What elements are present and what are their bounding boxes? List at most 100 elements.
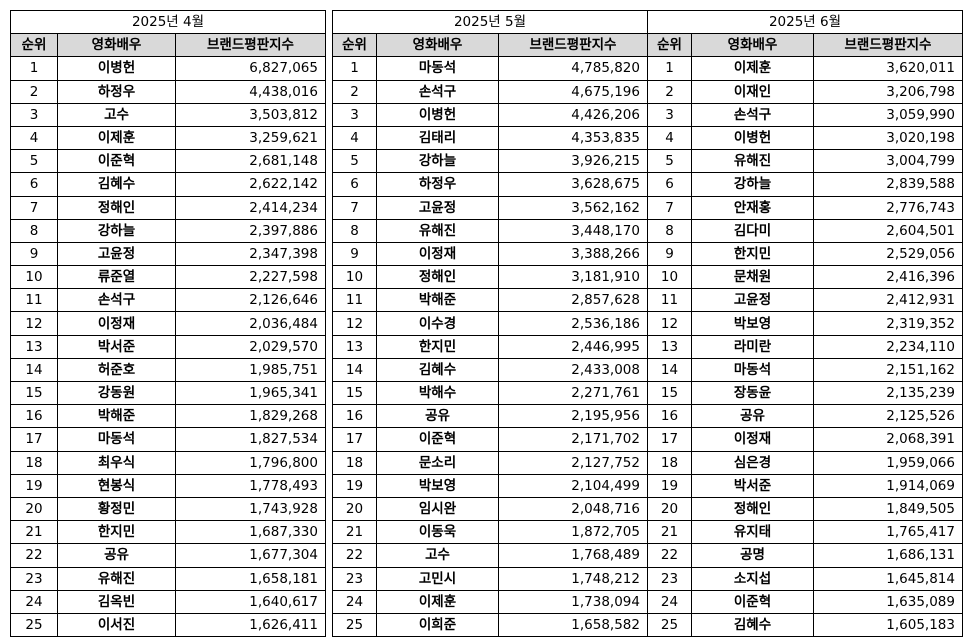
rank-cell: 8 [10, 218, 58, 243]
brand-score-cell: 1,827,534 [175, 427, 326, 452]
actor-name-cell: 김혜수 [57, 172, 176, 197]
actor-name-cell: 박서준 [691, 473, 814, 498]
brand-score-cell: 2,412,931 [813, 288, 963, 313]
brand-score-cell: 1,959,066 [813, 450, 963, 475]
actor-name-cell: 안재홍 [691, 195, 814, 220]
rank-cell: 12 [647, 311, 692, 336]
actor-name-cell: 고수 [376, 543, 499, 568]
actor-name-cell: 유지태 [691, 520, 814, 545]
brand-score-cell: 2,195,956 [498, 404, 648, 429]
rank-cell: 23 [10, 566, 58, 591]
table-row: 24 이제훈 1,738,094 [332, 589, 648, 614]
table-body: 1 이병헌 6,827,065 2 하정우 4,438,016 3 고수 3,503,812 4 이… [10, 56, 326, 637]
rank-cell: 8 [332, 218, 377, 243]
actor-name-cell: 손석구 [57, 288, 176, 313]
table-row: 6 하정우 3,628,675 [332, 172, 648, 197]
brand-score-cell: 2,029,570 [175, 334, 326, 359]
brand-score-cell: 1,796,800 [175, 450, 326, 475]
table-row: 4 이제훈 3,259,621 [10, 125, 326, 151]
brand-score-cell: 2,125,526 [813, 404, 963, 429]
brand-score-cell: 2,397,886 [175, 218, 326, 243]
brand-score-cell: 1,605,183 [813, 612, 963, 637]
actor-name-cell: 유해진 [57, 566, 176, 591]
table-row: 11 박해준 2,857,628 [332, 288, 648, 313]
table-row: 23 고민시 1,748,212 [332, 566, 648, 591]
table-row: 12 박보영 2,319,352 [647, 311, 963, 336]
brand-score-cell: 1,658,181 [175, 566, 326, 591]
table-row: 7 정해인 2,414,234 [10, 195, 326, 220]
table-row: 9 이정재 3,388,266 [332, 241, 648, 267]
actor-name-cell: 현봉식 [57, 473, 176, 498]
table-row: 1 이제훈 3,620,011 [647, 56, 963, 81]
actor-name-cell: 박보영 [691, 311, 814, 336]
brand-score-cell: 2,857,628 [498, 288, 648, 313]
brand-score-cell: 4,438,016 [175, 79, 326, 104]
table-body: 1 이제훈 3,620,011 2 이재인 3,206,798 3 손석구 3,059,990 4… [647, 56, 963, 637]
rank-cell: 24 [10, 589, 58, 614]
rank-cell: 17 [10, 427, 58, 452]
brand-score-cell: 4,426,206 [498, 102, 648, 127]
brand-score-cell: 1,687,330 [175, 520, 326, 545]
table-row: 6 김혜수 2,622,142 [10, 172, 326, 197]
rank-cell: 25 [332, 612, 377, 637]
table-row: 7 안재홍 2,776,743 [647, 195, 963, 220]
table-row: 22 고수 1,768,489 [332, 543, 648, 568]
rank-cell: 1 [647, 56, 692, 81]
brand-score-cell: 2,446,995 [498, 334, 648, 359]
rank-cell: 14 [10, 357, 58, 383]
brand-score-cell: 1,743,928 [175, 496, 326, 522]
actor-name-cell: 이제훈 [376, 589, 499, 614]
ranking-table-may: 2025년 5월 순위 영화배우 브랜드평판지수 1 마동석 4,785,820 2 손… [332, 9, 648, 637]
rank-cell: 19 [332, 473, 377, 498]
actor-name-cell: 강하늘 [691, 172, 814, 197]
rank-cell: 16 [332, 404, 377, 429]
table-row: 14 허준호 1,985,751 [10, 357, 326, 383]
rank-cell: 2 [10, 79, 58, 104]
table-row: 5 이준혁 2,681,148 [10, 149, 326, 174]
table-row: 3 이병헌 4,426,206 [332, 102, 648, 127]
brand-score-cell: 1,765,417 [813, 520, 963, 545]
actor-name-cell: 이병헌 [57, 56, 176, 81]
rank-cell: 13 [647, 334, 692, 359]
actor-name-cell: 강하늘 [376, 149, 499, 174]
table-row: 9 한지민 2,529,056 [647, 241, 963, 267]
actor-name-cell: 문소리 [376, 450, 499, 475]
table-row: 8 강하늘 2,397,886 [10, 218, 326, 243]
column-header-rank: 순위 [332, 33, 377, 58]
table-row: 4 이병헌 3,020,198 [647, 125, 963, 151]
rank-cell: 10 [647, 265, 692, 290]
actor-name-cell: 한지민 [376, 334, 499, 359]
table-body: 1 마동석 4,785,820 2 손석구 4,675,196 3 이병헌 4,426,206 4… [332, 56, 648, 637]
actor-name-cell: 이병헌 [376, 102, 499, 127]
rank-cell: 22 [332, 543, 377, 568]
brand-score-cell: 2,036,484 [175, 311, 326, 336]
actor-name-cell: 고수 [57, 102, 176, 127]
brand-score-cell: 3,562,162 [498, 195, 648, 220]
column-header-actor: 영화배우 [691, 33, 814, 58]
rank-cell: 15 [10, 380, 58, 406]
rank-cell: 9 [10, 241, 58, 267]
rank-cell: 21 [10, 520, 58, 545]
table-row: 18 문소리 2,127,752 [332, 450, 648, 475]
brand-score-cell: 3,388,266 [498, 241, 648, 267]
table-row: 23 유해진 1,658,181 [10, 566, 326, 591]
rank-cell: 17 [332, 427, 377, 452]
brand-score-cell: 2,171,702 [498, 427, 648, 452]
rank-cell: 22 [647, 543, 692, 568]
brand-score-cell: 2,433,008 [498, 357, 648, 383]
actor-name-cell: 이수경 [376, 311, 499, 336]
table-row: 23 소지섭 1,645,814 [647, 566, 963, 591]
actor-name-cell: 라미란 [691, 334, 814, 359]
actor-name-cell: 이정재 [376, 241, 499, 267]
table-row: 17 이준혁 2,171,702 [332, 427, 648, 452]
brand-score-cell: 1,640,617 [175, 589, 326, 614]
rank-cell: 12 [10, 311, 58, 336]
table-row: 17 마동석 1,827,534 [10, 427, 326, 452]
brand-score-cell: 2,104,499 [498, 473, 648, 498]
table-row: 15 강동원 1,965,341 [10, 380, 326, 406]
brand-score-cell: 2,048,716 [498, 496, 648, 522]
table-row: 25 이희준 1,658,582 [332, 612, 648, 637]
actor-name-cell: 정해인 [376, 265, 499, 290]
actor-name-cell: 이서진 [57, 612, 176, 637]
actor-name-cell: 이제훈 [57, 125, 176, 151]
